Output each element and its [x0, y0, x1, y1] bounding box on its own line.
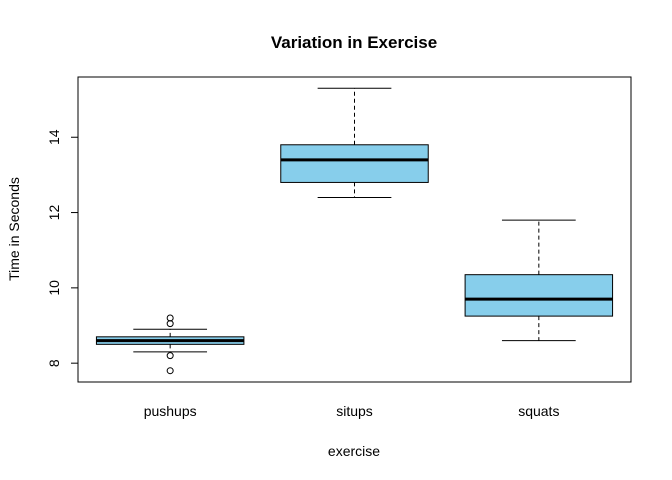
outlier-point	[166, 320, 174, 328]
box-squats	[464, 219, 614, 342]
x-axis-tick-label: situps	[336, 403, 373, 419]
box-pushups	[95, 314, 245, 375]
y-axis-label: Time in Seconds	[6, 177, 22, 281]
y-axis-tick-label: 10	[46, 280, 62, 296]
box-iqr	[280, 144, 429, 183]
x-axis-tick-labels: pushups situps squats	[144, 403, 560, 419]
boxes	[95, 87, 614, 375]
outlier-point	[166, 314, 174, 322]
y-axis-tick-label: 8	[46, 359, 62, 367]
y-axis: 8 10 12 14	[46, 129, 79, 367]
box-situps	[280, 87, 429, 198]
x-axis-label: exercise	[328, 443, 380, 459]
outlier-point	[166, 352, 174, 360]
box-iqr	[464, 274, 614, 317]
outlier-point	[166, 367, 174, 375]
x-axis-tick-label: squats	[518, 403, 559, 419]
x-axis-tick-label: pushups	[144, 403, 197, 419]
y-axis-tick-label: 14	[46, 129, 62, 145]
chart-title: Variation in Exercise	[271, 33, 437, 52]
y-axis-tick-label: 12	[46, 205, 62, 221]
